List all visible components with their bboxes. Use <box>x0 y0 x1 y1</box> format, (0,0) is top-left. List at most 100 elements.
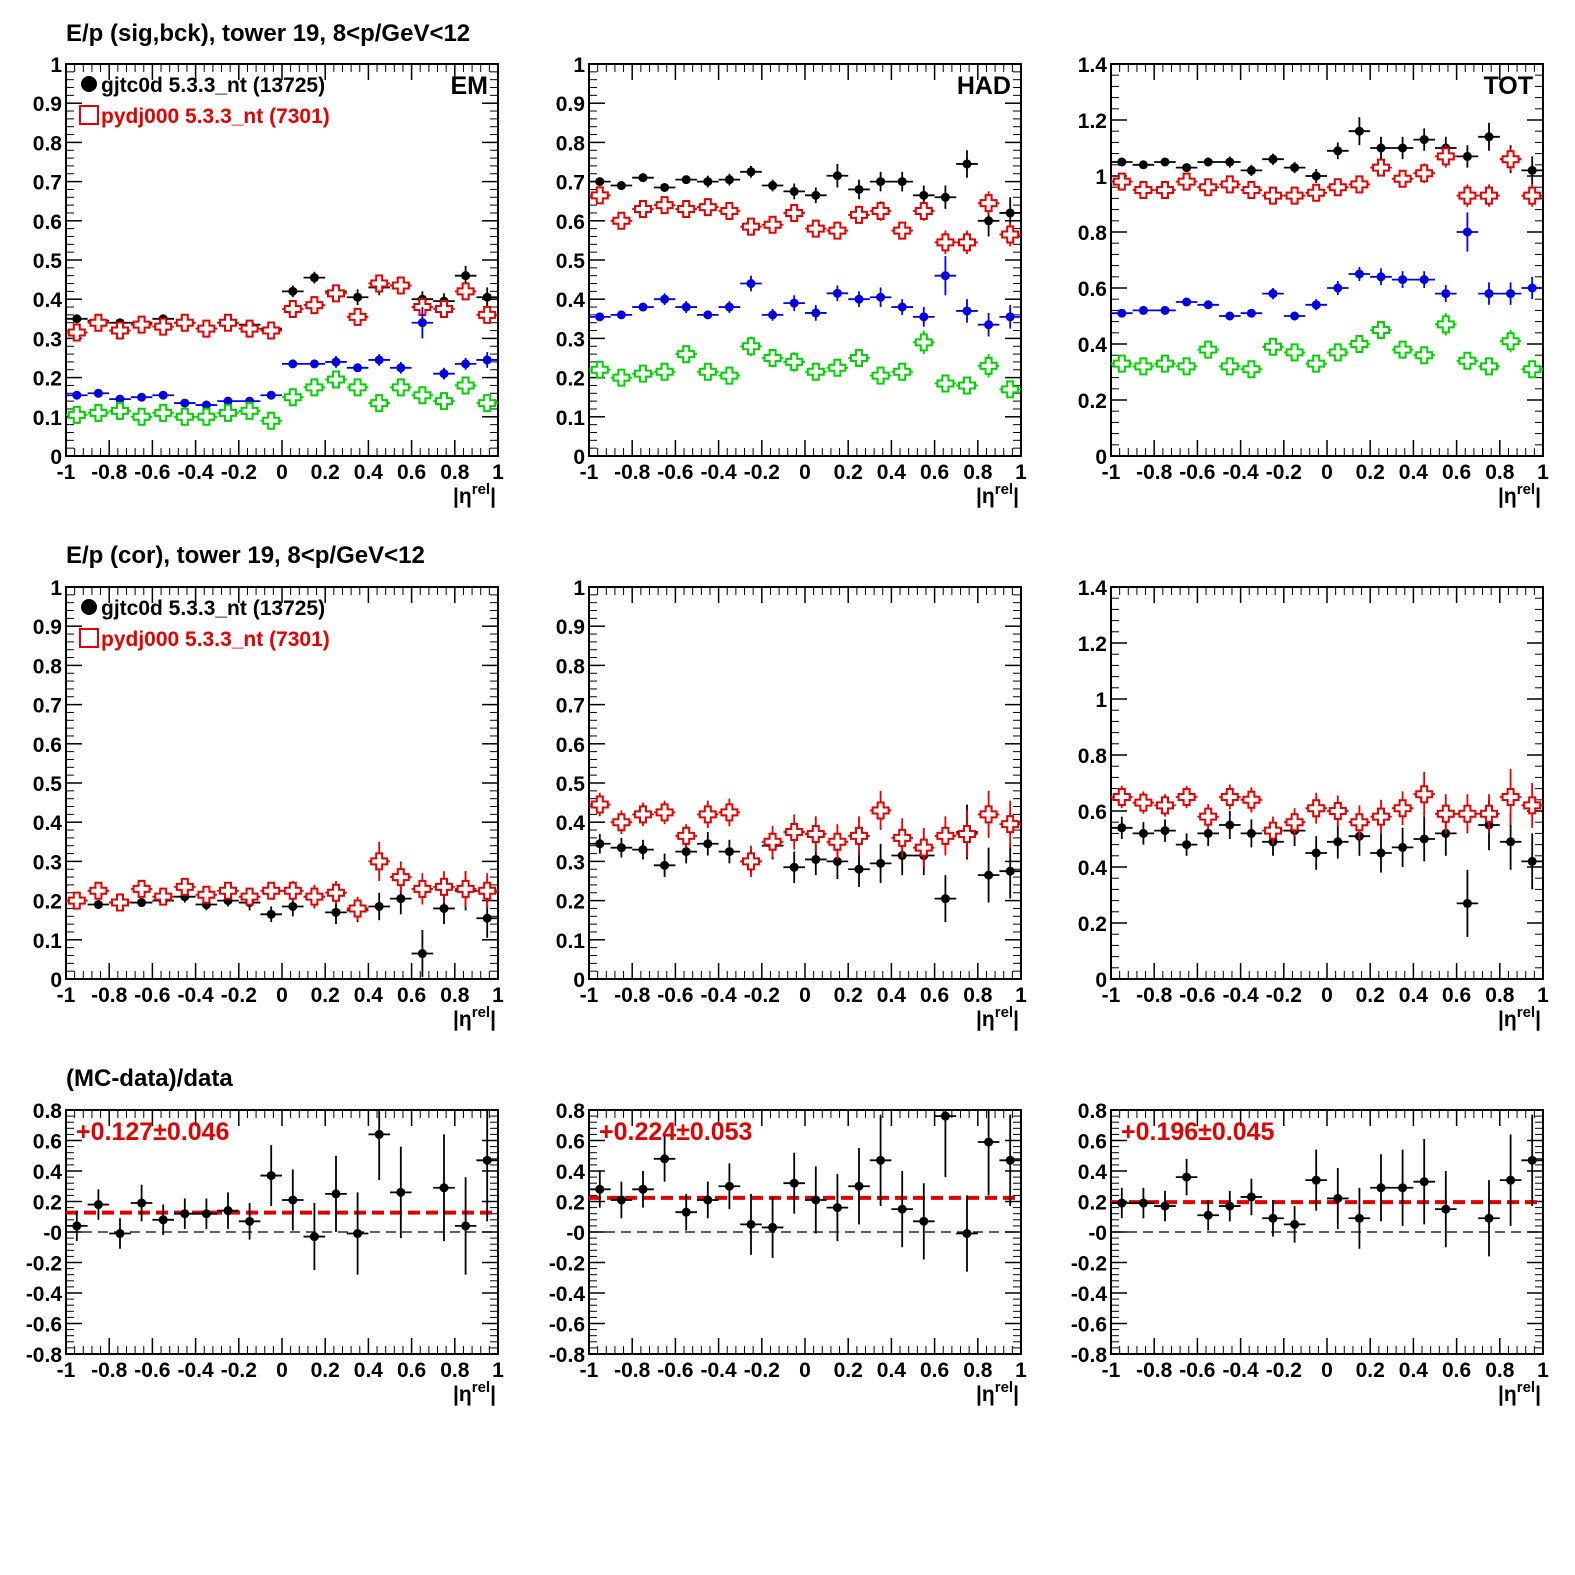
y-tick-label: 0.2 <box>33 1192 62 1215</box>
data-point <box>616 843 626 853</box>
y-tick-label: 0 <box>573 969 585 992</box>
x-tick-label: -0.2 <box>744 1359 780 1382</box>
mc-point <box>154 403 173 422</box>
mc-point <box>1307 183 1326 202</box>
x-tick-label: -0.2 <box>744 461 780 484</box>
x-tick-label: -0.2 <box>221 461 257 484</box>
data-point <box>1203 157 1213 167</box>
y-tick-label: -0.2 <box>549 1253 585 1276</box>
data-point <box>1225 820 1235 830</box>
x-tick-label: 0.2 <box>311 461 340 484</box>
data-point <box>482 355 492 365</box>
mc-point <box>1177 172 1196 191</box>
y-tick-label: 0.1 <box>33 407 63 430</box>
mc-point <box>197 319 216 338</box>
plot-frame <box>588 63 1022 457</box>
mc-point <box>720 202 739 220</box>
mc-point <box>634 805 652 824</box>
data-point <box>417 949 427 959</box>
mc-point <box>1156 181 1174 199</box>
panel-label: TOT <box>1483 72 1533 100</box>
data-point <box>461 1221 471 1231</box>
x-tick-label: 0.4 <box>354 461 384 484</box>
data-point <box>417 318 427 328</box>
y-tick-label: -0.4 <box>26 1283 63 1306</box>
panel-label: EM <box>451 72 489 100</box>
data-point <box>854 184 864 194</box>
mc-point <box>89 313 108 332</box>
legend-mc-marker <box>79 628 99 648</box>
data-point <box>1441 1204 1451 1214</box>
data-point <box>180 398 190 408</box>
mc-point <box>1350 175 1369 194</box>
data-point <box>595 839 605 849</box>
data-point <box>660 1154 670 1164</box>
data-point <box>72 390 82 400</box>
data-point <box>638 302 648 312</box>
mc-point <box>154 887 173 906</box>
x-tick-label: 0 <box>1321 984 1333 1007</box>
legend-data-marker <box>81 599 97 615</box>
data-point <box>1203 1210 1213 1220</box>
mc-point <box>175 313 194 332</box>
mc-point <box>1307 354 1326 373</box>
x-tick-label: -0.8 <box>91 1359 128 1382</box>
data-point <box>768 181 778 191</box>
mc-point <box>327 284 345 303</box>
mc-point <box>612 813 631 832</box>
mc-point <box>435 300 453 318</box>
mc-point <box>612 211 631 230</box>
x-tick-label: 0.6 <box>1442 1359 1471 1382</box>
x-tick-label: 0 <box>276 984 288 1007</box>
mc-point <box>197 885 216 904</box>
y-tick-label: 0 <box>50 969 62 992</box>
data-point <box>1333 1193 1343 1203</box>
mc-point <box>698 362 717 381</box>
y-tick-label: 0.2 <box>33 891 62 914</box>
mc-point <box>370 394 389 413</box>
data-point <box>1268 289 1278 299</box>
mc-point <box>456 376 475 395</box>
mc-point <box>850 205 868 224</box>
mc-point <box>1307 799 1326 818</box>
data-point <box>660 182 670 192</box>
mc-point <box>806 362 825 381</box>
data-point <box>353 292 363 302</box>
mc-point <box>1458 351 1477 370</box>
data-point <box>638 173 648 183</box>
x-tick-label: -0.8 <box>1136 461 1173 484</box>
mc-point <box>1328 343 1347 362</box>
x-tick-label: 1 <box>492 1359 504 1382</box>
mc-point <box>1220 357 1239 376</box>
y-tick-label: 0.4 <box>1078 1161 1108 1184</box>
data-point <box>1005 866 1015 876</box>
panel-5: 00.10.20.30.40.50.60.70.80.91-1 -0.8 -0.6-… <box>556 577 1027 1031</box>
mc-point <box>1156 796 1174 815</box>
x-axis-label: |ηrel| <box>976 1379 1019 1406</box>
x-tick-label: -0.4 <box>1223 1359 1260 1382</box>
data-point <box>1398 1183 1408 1193</box>
mc-point <box>1156 354 1174 373</box>
data-point <box>1182 163 1192 173</box>
mc-point <box>327 370 345 389</box>
data-point <box>1182 840 1192 850</box>
y-tick-label: 1.4 <box>1078 577 1108 600</box>
x-tick-label: 0.4 <box>877 1359 907 1382</box>
y-tick-label: 0.8 <box>1078 222 1108 245</box>
mc-point <box>1112 788 1131 806</box>
data-point <box>616 310 626 320</box>
x-axis-label: |ηrel| <box>453 1379 496 1406</box>
mc-point <box>1350 335 1369 353</box>
data-point <box>1311 300 1321 310</box>
y-tick-label: -0.8 <box>1071 1344 1108 1367</box>
data-point <box>876 292 886 302</box>
y-tick-label: 0.8 <box>33 655 63 678</box>
mc-point <box>111 321 129 340</box>
mc-point <box>677 826 696 845</box>
mc-point <box>634 200 652 219</box>
x-tick-label: -0.6 <box>1179 984 1215 1007</box>
mc-point <box>391 378 410 397</box>
mc-point <box>305 887 324 906</box>
y-tick-label: 0.2 <box>556 1192 585 1215</box>
mc-point <box>1372 321 1390 339</box>
